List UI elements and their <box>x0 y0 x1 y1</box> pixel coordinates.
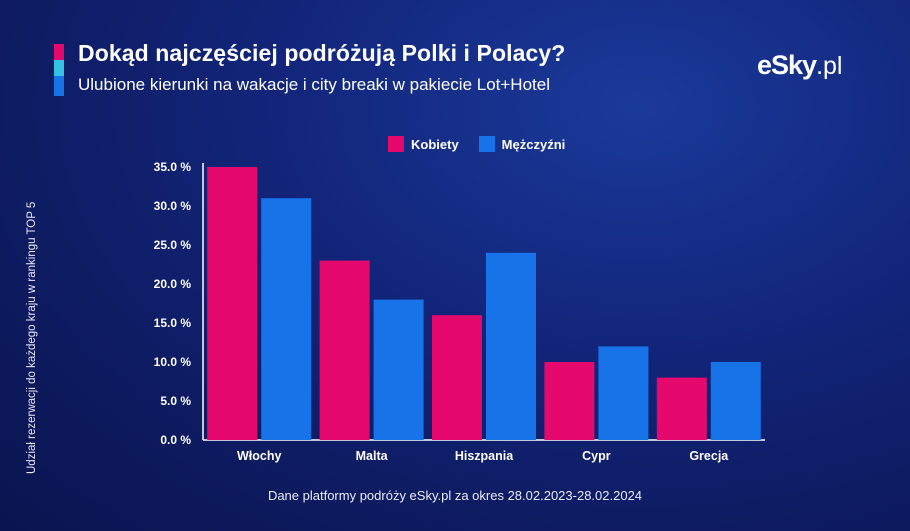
bar-women <box>656 377 707 440</box>
x-category-label: Cypr <box>582 449 611 463</box>
x-category-label: Włochy <box>237 449 281 463</box>
x-category-label: Hiszpania <box>455 449 514 463</box>
bar-men <box>261 198 312 440</box>
bar-men <box>710 362 761 440</box>
y-tick-label: 5.0 % <box>160 394 191 408</box>
chart-title: Dokąd najczęściej podróżują Polki i Pola… <box>78 40 566 66</box>
bar-men <box>598 346 649 440</box>
bar-women <box>207 167 258 440</box>
y-tick-label: 20.0 % <box>154 277 192 291</box>
bar-men <box>486 252 536 440</box>
y-tick-label: 10.0 % <box>154 355 192 369</box>
y-tick-label: 15.0 % <box>154 316 192 330</box>
data-source-note: Dane platformy podróży eSky.pl za okres … <box>267 488 643 503</box>
legend-item-women: Kobiety <box>388 136 459 152</box>
y-tick-label: 0.0 % <box>160 433 191 447</box>
x-category-label: Grecja <box>689 449 729 463</box>
chart-subtitle: Ulubione kierunki na wakacje i city brea… <box>78 75 550 94</box>
esky-logo: eSky.pl <box>757 50 842 81</box>
legend-label-women: Kobiety <box>411 136 459 152</box>
accent-bar-pink <box>54 44 64 60</box>
y-tick-label: 30.0 % <box>154 199 192 213</box>
bar-men <box>373 299 424 440</box>
legend-item-men: Mężczyźni <box>478 136 566 152</box>
accent-bar-blue <box>54 76 64 96</box>
bar-women <box>432 315 482 440</box>
y-tick-label: 35.0 % <box>154 160 192 174</box>
legend-swatch-men <box>478 136 495 152</box>
legend-label-men: Mężczyźni <box>501 136 566 152</box>
chart-legend: Kobiety Mężczyźni <box>388 136 565 152</box>
logo-main: eSky <box>757 50 817 80</box>
logo-suffix: .pl <box>816 52 843 80</box>
y-tick-label: 25.0 % <box>154 238 192 252</box>
x-category-label: Malta <box>356 449 389 463</box>
legend-swatch-women <box>388 136 404 152</box>
bar-women <box>319 260 370 440</box>
accent-bar-cyan <box>54 60 64 76</box>
bar-women <box>544 362 595 440</box>
